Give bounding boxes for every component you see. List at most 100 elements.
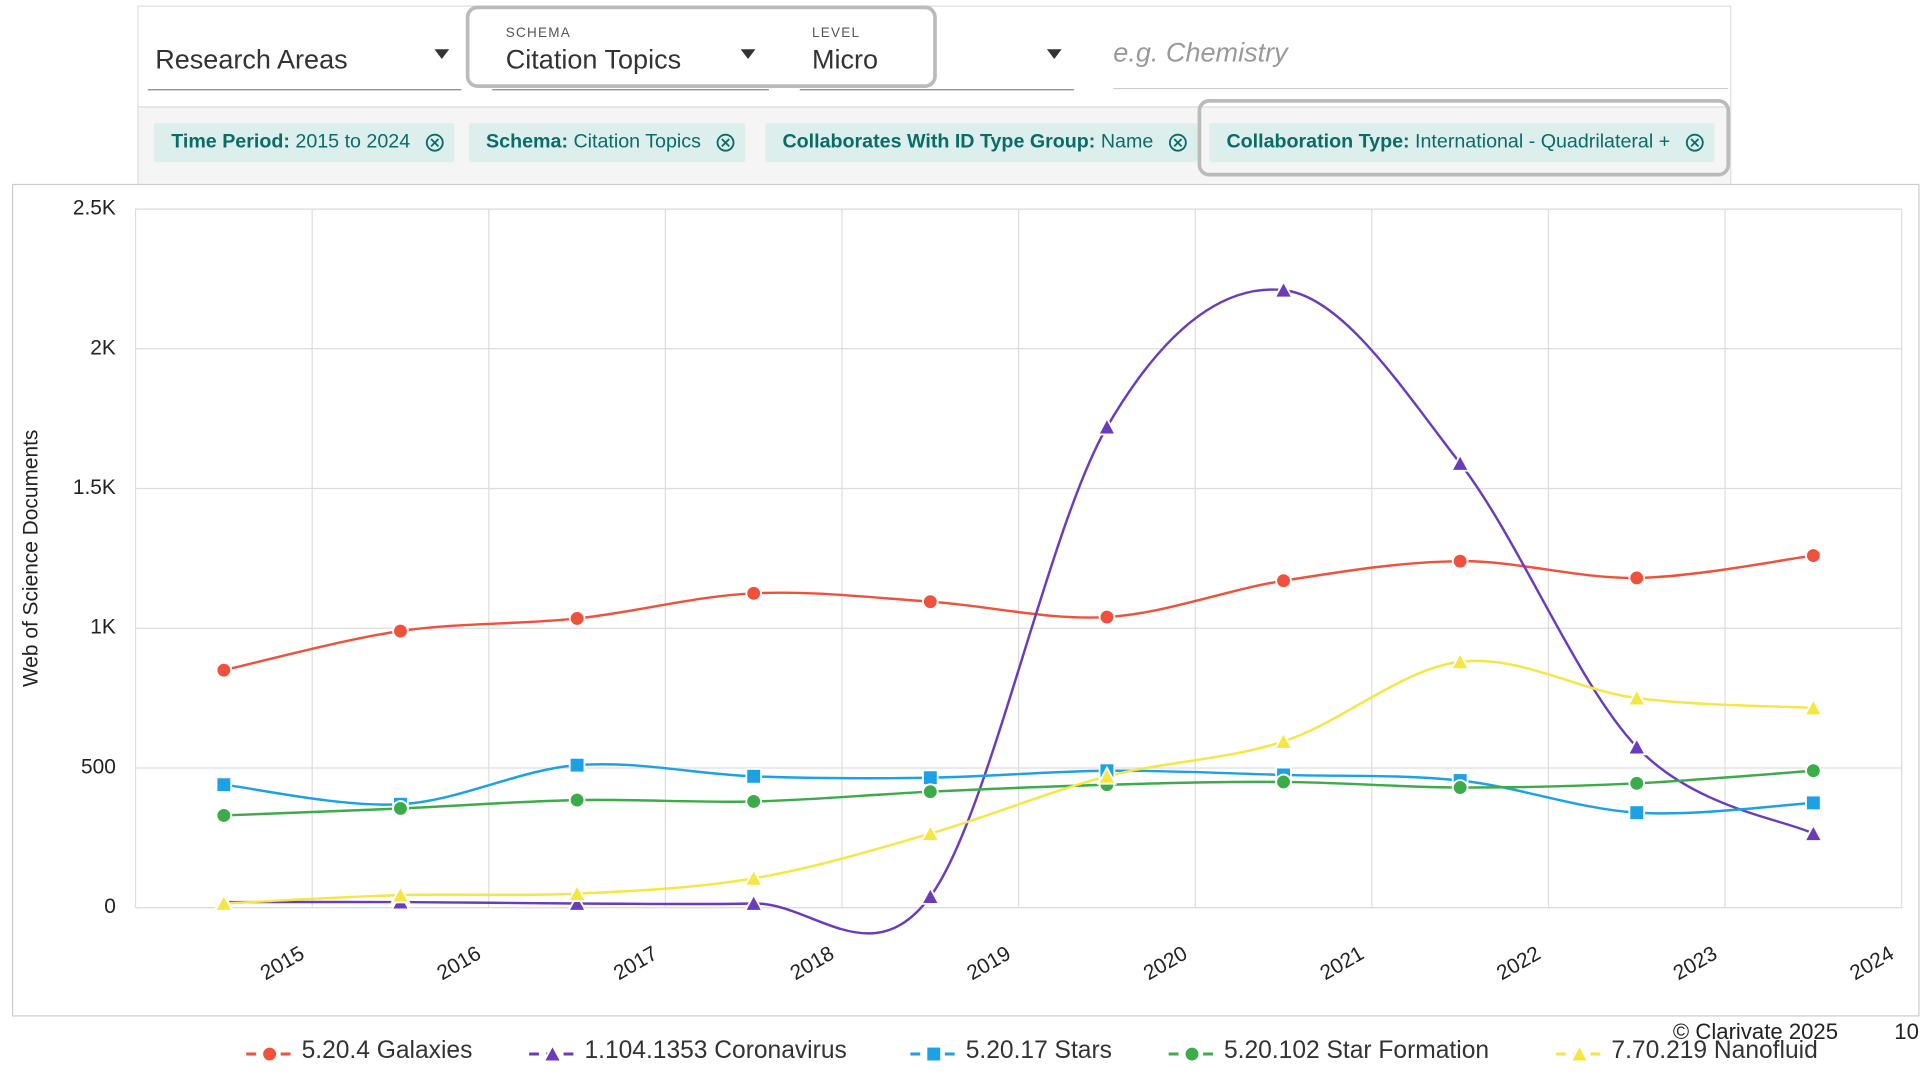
dropdown-label[interactable]: Micro (812, 45, 878, 75)
chip-remove[interactable] (1168, 133, 1187, 152)
point (1449, 452, 1471, 472)
point (743, 892, 764, 912)
filter-chip (468, 122, 746, 163)
legend-label[interactable]: 5.20.102 Star Formation (1224, 1037, 1489, 1064)
dropdown-arrow[interactable] (1046, 49, 1062, 60)
point (1273, 279, 1294, 299)
chip-remove-x (430, 138, 440, 148)
chip-remove[interactable] (425, 133, 444, 152)
point (213, 892, 235, 912)
point (542, 1043, 563, 1063)
filter-chip (765, 122, 1198, 163)
legend-label[interactable]: 1.104.1353 Coronavirus (584, 1037, 846, 1064)
filter-chip (153, 122, 455, 163)
dropdown-caption: LEVEL (812, 25, 860, 40)
point (215, 661, 233, 679)
series-line (223, 769, 1814, 817)
point (1275, 572, 1292, 590)
chip-text: Schema: Citation Topics (486, 131, 701, 153)
highlight-box (465, 5, 937, 88)
legend-label[interactable]: 5.20.17 Stars (966, 1037, 1112, 1064)
chip-key: Collaborates With ID Type Group: (782, 131, 1095, 153)
point (1096, 765, 1118, 785)
point (390, 884, 411, 904)
y-tick-label: 0 (104, 895, 116, 918)
point (261, 1045, 278, 1063)
point (925, 1045, 943, 1063)
point (1626, 687, 1647, 707)
point (1451, 552, 1469, 570)
point (392, 800, 409, 817)
chip-remove-x (1173, 138, 1183, 148)
chip-remove-x (721, 138, 730, 148)
point (922, 593, 939, 610)
page-number: 10 (1894, 1019, 1919, 1044)
point (1275, 773, 1292, 791)
chart-frame (11, 183, 1920, 1017)
y-tick-label: 1K (90, 616, 116, 639)
point (1628, 569, 1646, 587)
point (1805, 547, 1822, 564)
dropdown-label[interactable]: Citation Topics (506, 45, 681, 75)
highlight-box (1197, 99, 1731, 177)
point (745, 793, 762, 810)
point (568, 791, 586, 809)
point (568, 756, 586, 774)
point (1628, 775, 1646, 792)
chip-key: Collaboration Type: (1226, 131, 1409, 153)
dropdown-label[interactable]: Research Areas (155, 45, 347, 75)
chip-value: 2015 to 2024 (295, 131, 410, 153)
point (1183, 1045, 1201, 1063)
dropdown-arrow[interactable] (740, 49, 756, 60)
point (215, 807, 233, 824)
chip-key: Schema: (486, 131, 568, 153)
point (743, 867, 764, 887)
point (566, 883, 588, 902)
y-tick-label: 2K (90, 336, 116, 359)
point (745, 768, 762, 785)
legend-label[interactable]: 7.70.219 Nanofluid (1611, 1037, 1817, 1064)
point (920, 885, 941, 905)
y-tick-label: 2.5K (73, 197, 116, 220)
chip-text: Time Period: 2015 to 2024 (171, 131, 410, 153)
chip-value: International - Quadrilateral + (1415, 131, 1670, 153)
point (1805, 794, 1822, 812)
chip-remove[interactable] (1685, 133, 1704, 152)
series-line (223, 554, 1814, 672)
point (1098, 608, 1116, 626)
y-axis-label: Web of Science Documents (20, 430, 43, 687)
series-line (223, 659, 1814, 905)
point (1626, 736, 1647, 756)
search-placeholder[interactable]: e.g. Chemistry (1113, 37, 1289, 67)
chip-text: Collaborates With ID Type Group: Name (782, 131, 1153, 153)
y-tick-label: 1.5K (73, 476, 116, 499)
y-tick-label: 500 (81, 755, 116, 778)
point (1451, 779, 1469, 796)
copyright: © Clarivate 2025 (1673, 1019, 1838, 1044)
point (215, 776, 233, 794)
point (1273, 730, 1294, 750)
point (1449, 651, 1471, 671)
series-line (223, 288, 1814, 935)
chip-key: Time Period: (171, 131, 290, 153)
chip-text: Collaboration Type: International - Quad… (1226, 131, 1670, 153)
point (922, 783, 939, 801)
dropdown-caption: SCHEMA (506, 25, 571, 40)
point (1096, 416, 1118, 436)
point (392, 622, 409, 640)
legend-label[interactable]: 5.20.4 Galaxies (302, 1037, 473, 1064)
point (568, 610, 586, 627)
chip-value: Name (1101, 131, 1154, 153)
dropdown-arrow[interactable] (434, 49, 450, 60)
point (1803, 823, 1824, 842)
point (1805, 762, 1822, 780)
filter-chip (1209, 122, 1715, 163)
chip-value: Citation Topics (573, 131, 701, 153)
point (922, 769, 939, 787)
point (1569, 1043, 1590, 1063)
point (1803, 697, 1824, 717)
point (745, 585, 762, 602)
chip-remove[interactable] (716, 133, 735, 152)
